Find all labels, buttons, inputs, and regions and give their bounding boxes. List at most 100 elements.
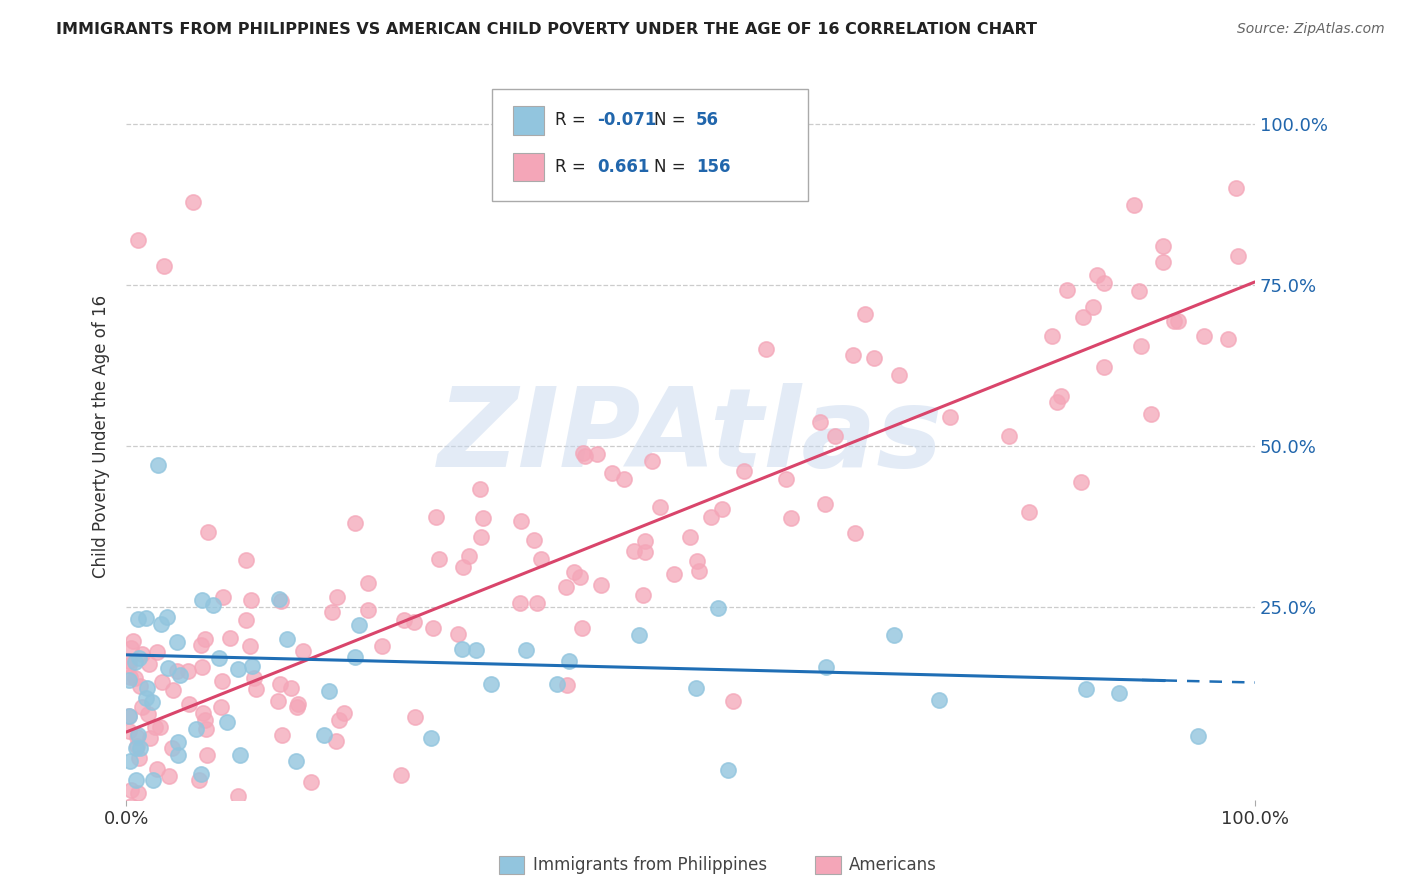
Point: [149, 822, 172, 837]
Point: [1074, 682, 1097, 697]
Point: [270, 593, 292, 607]
Point: [226, 789, 249, 804]
Point: [623, 544, 645, 558]
Point: [640, 454, 662, 468]
Point: [211, 591, 233, 605]
Point: [853, 307, 876, 321]
Point: [1049, 389, 1071, 403]
Point: [166, 747, 188, 762]
Point: [127, 728, 149, 742]
Point: [129, 679, 152, 693]
Point: [191, 592, 214, 607]
Point: [280, 681, 302, 696]
Point: [814, 660, 837, 674]
Point: [157, 661, 180, 675]
Point: [862, 351, 884, 365]
Point: [844, 526, 866, 541]
Point: [148, 458, 170, 473]
Point: [131, 648, 153, 662]
Point: [939, 409, 962, 424]
Point: [998, 428, 1021, 442]
Point: [509, 596, 531, 610]
Point: [887, 368, 910, 383]
Point: [1192, 329, 1215, 343]
Point: [120, 782, 142, 797]
Point: [177, 664, 200, 678]
Point: [194, 713, 217, 727]
Point: [686, 554, 709, 568]
Text: -0.071: -0.071: [598, 112, 657, 129]
Text: Source: ZipAtlas.com: Source: ZipAtlas.com: [1237, 22, 1385, 37]
Point: [572, 446, 595, 460]
Point: [420, 731, 443, 746]
Point: [389, 768, 412, 782]
Point: [465, 643, 488, 657]
Point: [156, 610, 179, 624]
Point: [808, 415, 831, 429]
Point: [235, 614, 257, 628]
Point: [717, 763, 740, 777]
Text: Americans: Americans: [849, 856, 936, 874]
Point: [447, 627, 470, 641]
Point: [425, 510, 447, 524]
Point: [700, 509, 723, 524]
Point: [321, 606, 343, 620]
Point: [1218, 332, 1240, 346]
Point: [240, 659, 263, 673]
Point: [1071, 310, 1094, 324]
Point: [208, 651, 231, 665]
Point: [721, 694, 744, 708]
Point: [128, 751, 150, 765]
Point: [458, 549, 481, 563]
Point: [1018, 505, 1040, 519]
Point: [1070, 475, 1092, 489]
Point: [125, 739, 148, 753]
Point: [404, 615, 426, 629]
Point: [191, 706, 214, 720]
Point: [299, 774, 322, 789]
Point: [245, 681, 267, 696]
Point: [1152, 255, 1174, 269]
Point: [117, 709, 139, 723]
Point: [1130, 338, 1153, 352]
Point: [1092, 277, 1115, 291]
Point: [427, 551, 450, 566]
Point: [131, 700, 153, 714]
Point: [152, 804, 174, 818]
Point: [127, 612, 149, 626]
Point: [135, 690, 157, 705]
Point: [1152, 239, 1174, 253]
Point: [471, 510, 494, 524]
Point: [510, 515, 533, 529]
Point: [470, 530, 492, 544]
Point: [191, 660, 214, 674]
Point: [688, 564, 710, 578]
Point: [117, 657, 139, 672]
Text: IMMIGRANTS FROM PHILIPPINES VS AMERICAN CHILD POVERTY UNDER THE AGE OF 16 CORREL: IMMIGRANTS FROM PHILIPPINES VS AMERICAN …: [56, 22, 1038, 37]
Point: [120, 641, 142, 656]
Point: [287, 697, 309, 711]
Point: [145, 645, 167, 659]
Text: 156: 156: [696, 158, 731, 176]
Point: [128, 651, 150, 665]
Point: [755, 343, 778, 357]
Point: [586, 447, 609, 461]
Point: [569, 570, 592, 584]
Point: [1083, 300, 1105, 314]
Point: [122, 634, 145, 648]
Point: [118, 670, 141, 684]
Text: N =: N =: [654, 112, 690, 129]
Point: [1128, 285, 1150, 299]
Text: R =: R =: [555, 158, 592, 176]
Point: [555, 678, 578, 692]
Point: [1056, 283, 1078, 297]
Point: [218, 632, 240, 646]
Point: [267, 694, 290, 708]
Point: [188, 772, 211, 787]
Point: [928, 693, 950, 707]
Point: [146, 762, 169, 776]
Point: [546, 677, 568, 691]
Text: Immigrants from Philippines: Immigrants from Philippines: [533, 856, 768, 874]
Point: [562, 565, 585, 579]
Point: [883, 628, 905, 642]
